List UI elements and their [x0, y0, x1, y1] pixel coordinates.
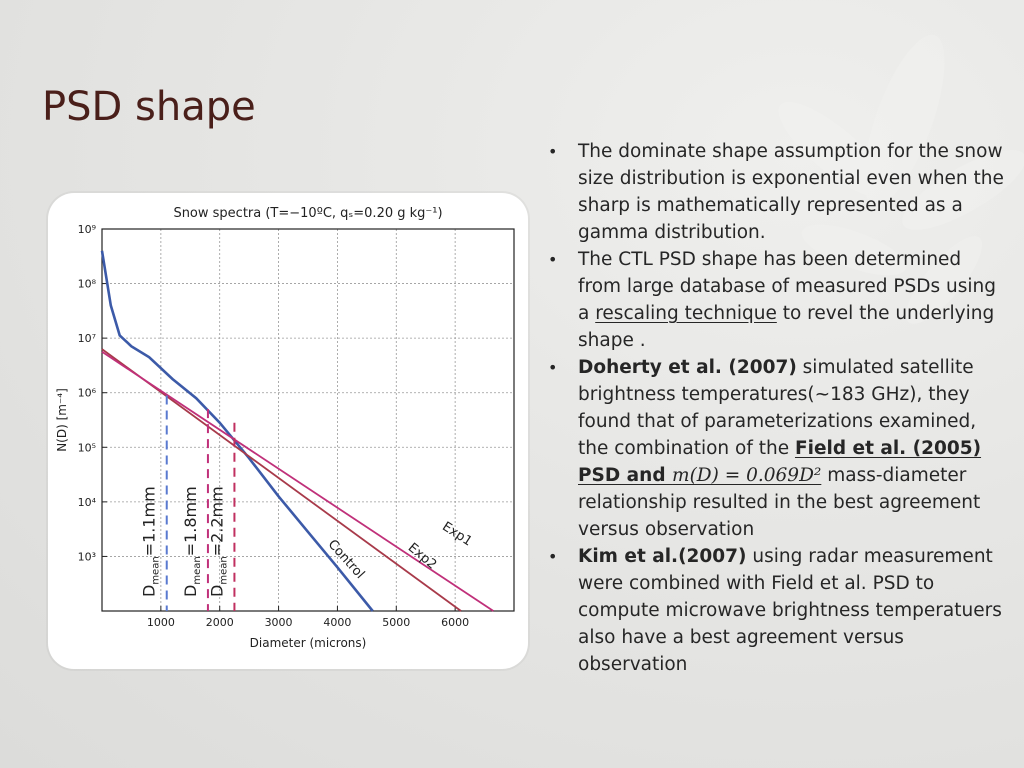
y-tick-label: 10⁹ [78, 223, 96, 236]
mass-diameter-formula: m(D) = 0.069D² [672, 465, 822, 486]
citation-bold: Doherty et al. (2007) [578, 357, 797, 378]
x-tick-label: 3000 [265, 616, 293, 629]
chart-card: Snow spectra (T=−10ºC, qₛ=0.20 g kg⁻¹) 10… [48, 193, 528, 669]
bullet-item: The CTL PSD shape has been determined fr… [548, 246, 1004, 354]
y-tick-label: 10⁴ [78, 496, 97, 509]
y-tick-label: 10⁸ [78, 278, 97, 291]
bullet-item: The dominate shape assumption for the sn… [548, 138, 1004, 246]
y-tick-label: 10⁵ [78, 441, 96, 454]
bullet-list: The dominate shape assumption for the sn… [548, 138, 1004, 678]
chart-title: Snow spectra (T=−10ºC, qₛ=0.20 g kg⁻¹) [173, 206, 442, 221]
bullet-item: Doherty et al. (2007) simulated satellit… [548, 354, 1004, 543]
series-line-exp2 [101, 348, 462, 612]
dmean-label: Dmean=2.2mm [207, 486, 229, 597]
slide-title: PSD shape [42, 84, 256, 130]
citation-bold: Kim et al.(2007) [578, 546, 747, 567]
x-tick-label: 1000 [147, 616, 175, 629]
rescaling-technique-link[interactable]: rescaling technique [595, 303, 777, 324]
bullet-text: to revel the underlying shape . [578, 303, 995, 351]
x-tick-label: 6000 [441, 616, 469, 629]
y-tick-label: 10⁶ [78, 387, 97, 400]
bullet-text: simulated satellite brightness temperatu… [578, 357, 977, 459]
field-et-al-link[interactable]: Field et al. (2005) PSD and m(D) = 0.069… [578, 438, 981, 486]
bullet-item: Kim et al.(2007) using radar measurement… [548, 543, 1004, 678]
snow-spectra-chart: Snow spectra (T=−10ºC, qₛ=0.20 g kg⁻¹) 10… [55, 206, 515, 650]
y-tick-label: 10⁷ [78, 332, 96, 345]
bullet-text: using radar measurement were combined wi… [578, 546, 1002, 675]
field-link-text: Field et al. (2005) PSD and [578, 438, 982, 486]
dmean-label: Dmean=1.8mm [181, 486, 203, 597]
x-axis-label: Diameter (microns) [250, 636, 367, 650]
series-label-exp1: Exp1 [439, 519, 474, 549]
bullet-text: The dominate shape assumption for the sn… [578, 141, 1004, 243]
bullet-text: mass-diameter relationship resulted in t… [578, 465, 981, 540]
plot-frame [101, 228, 515, 612]
x-tick-label: 2000 [206, 616, 234, 629]
series-line-exp1 [101, 351, 494, 612]
x-tick-label: 5000 [382, 616, 410, 629]
y-tick-label: 10³ [78, 550, 96, 563]
bullet-text: The CTL PSD shape has been determined fr… [578, 249, 997, 324]
y-axis-label: N(D) [m⁻⁴] [55, 388, 69, 452]
x-tick-label: 4000 [323, 616, 351, 629]
series-line-control [100, 250, 374, 612]
dmean-label: Dmean=1.1mm [140, 486, 162, 597]
